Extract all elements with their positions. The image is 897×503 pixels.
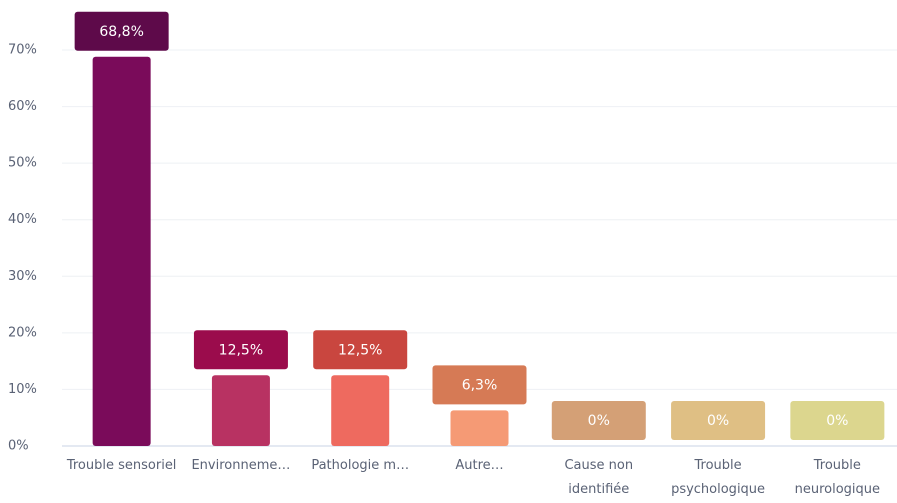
x-tick-label: Cause non identifiée xyxy=(564,458,634,497)
y-tick-label: 70% xyxy=(8,43,37,58)
value-label-box xyxy=(432,365,527,405)
value-label: 68,8% xyxy=(99,24,143,40)
bar xyxy=(211,375,270,446)
y-tick-label: 50% xyxy=(8,156,37,171)
y-tick-label: 60% xyxy=(8,99,37,114)
bar xyxy=(450,410,509,446)
y-tick-label: 20% xyxy=(8,325,37,340)
value-label-box xyxy=(193,330,288,370)
value-label: 0% xyxy=(826,413,848,429)
x-tick-label: Trouble psychologique xyxy=(671,458,766,497)
y-tick-label: 40% xyxy=(8,212,37,227)
y-tick-label: 0% xyxy=(8,439,29,454)
bar xyxy=(331,375,390,446)
value-label: 12,5% xyxy=(219,342,263,358)
value-label-box xyxy=(790,401,885,440)
value-label: 0% xyxy=(588,413,610,429)
value-label-box xyxy=(74,11,169,51)
x-tick-label: Autre… xyxy=(455,458,504,473)
value-label: 6,3% xyxy=(462,377,498,393)
value-label: 0% xyxy=(707,413,729,429)
bar xyxy=(92,56,151,446)
y-tick-label: 10% xyxy=(8,382,37,397)
x-tick-label: Environneme… xyxy=(191,458,291,473)
value-label-box xyxy=(671,401,766,440)
x-tick-label: Trouble sensoriel xyxy=(66,458,177,473)
value-label-box xyxy=(313,330,408,370)
x-tick-label: Pathologie m… xyxy=(311,458,410,473)
x-tick-label: Trouble neurologique xyxy=(794,458,881,497)
value-label-box xyxy=(551,401,646,440)
y-tick-label: 30% xyxy=(8,269,37,284)
value-label: 12,5% xyxy=(338,342,382,358)
